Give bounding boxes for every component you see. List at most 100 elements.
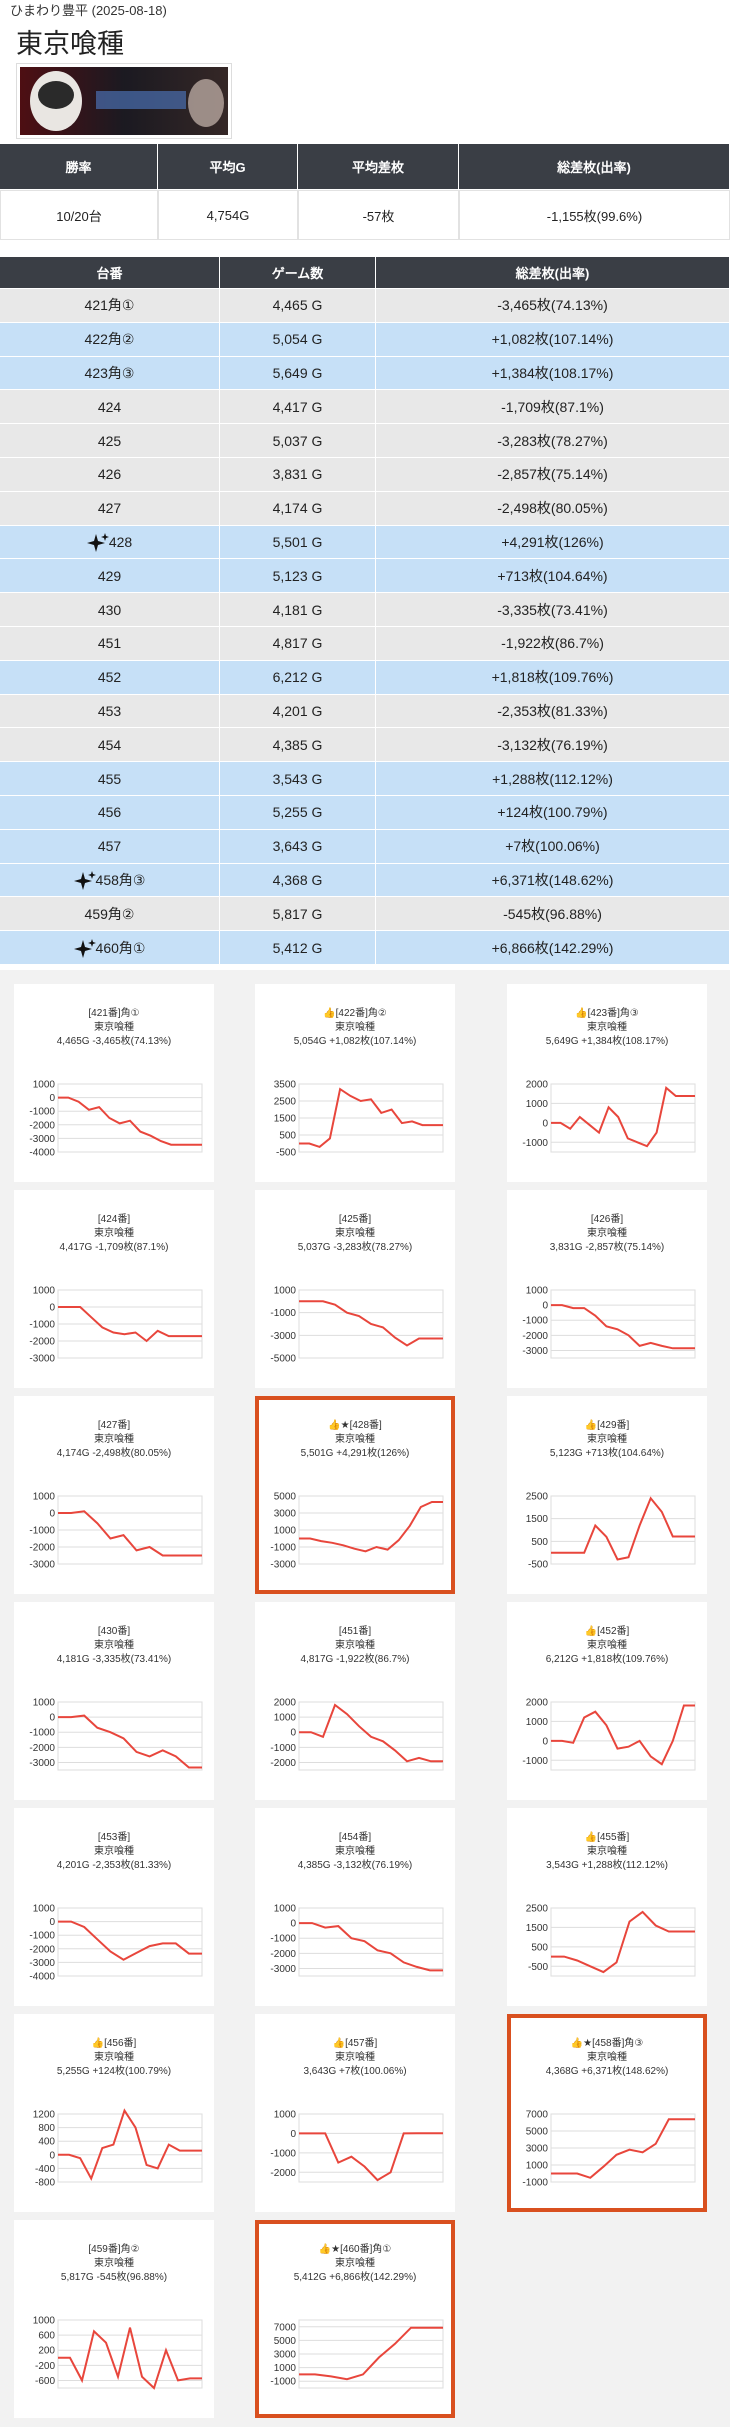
table-cell: 4,385 G <box>220 728 376 763</box>
table-cell: 3,543 G <box>220 762 376 796</box>
graph-label: 👍[422番]角② <box>323 1006 387 1019</box>
y-tick-label: -3000 <box>29 1354 55 1365</box>
graph-label: 東京喰種 <box>335 1638 375 1651</box>
table-cell: -3,465枚(74.13%) <box>376 289 730 323</box>
y-tick-label: 3000 <box>274 2350 297 2361</box>
y-tick-label: 1000 <box>274 1526 297 1537</box>
cell-text: 5,501 G <box>272 533 323 550</box>
y-tick-label: -400 <box>35 2164 55 2175</box>
graph-label: 東京喰種 <box>587 2050 627 2063</box>
graph-card: 👍[423番]角③ 東京喰種 5,649G +1,384枚(108.17%) 2000… <box>507 984 707 1182</box>
graph-line <box>299 1922 443 1972</box>
y-tick-label: 800 <box>38 2123 55 2134</box>
y-tick-label: -2000 <box>270 1758 296 1769</box>
shop-name: ひまわり豊平 (2025-08-18) <box>10 3 167 18</box>
table-cell: 4,817 G <box>220 627 376 661</box>
table-cell: 455 <box>0 762 220 796</box>
sparkle-icon <box>73 938 96 958</box>
table-cell: 5,123 G <box>220 559 376 594</box>
table-cell: -3,335枚(73.41%) <box>376 593 730 627</box>
graph-line <box>299 1087 443 1149</box>
table-cell: 5,412 G <box>220 931 376 965</box>
graph-line <box>58 1714 202 1769</box>
table-cell: 429 <box>0 559 220 594</box>
graph-line <box>58 2108 202 2182</box>
cell-text: 4,201 G <box>272 702 323 719</box>
y-tick-label: 0 <box>49 1917 55 1928</box>
cell-text: 3,643 G <box>272 838 323 855</box>
y-tick-label: 2000 <box>526 1698 549 1709</box>
y-tick-label: -800 <box>35 2178 55 2189</box>
cell-text: 4,181 G <box>272 601 323 618</box>
cell-text: 452 <box>97 669 122 686</box>
y-tick-label: 1000 <box>33 1904 56 1915</box>
cell-text: +1,082枚(107.14%) <box>491 331 614 348</box>
y-tick-label: 1000 <box>274 2363 297 2374</box>
cell-text: 4,417 G <box>272 398 323 415</box>
graph-card: [459番]角② 東京喰種 5,817G -545枚(96.88%) 1000 600 2… <box>14 2220 214 2418</box>
plot-area <box>298 2113 444 2183</box>
y-tick-label: -3000 <box>270 1964 296 1975</box>
table-cell: -2,498枚(80.05%) <box>376 491 730 526</box>
table-cell: 5,054 G <box>220 322 376 357</box>
y-tick-label: 5000 <box>274 2336 297 2347</box>
graph-card: [426番] 東京喰種 3,831G -2,857枚(75.14%) 1000 0 -10… <box>507 1190 707 1388</box>
graph-card: 👍[457番] 東京喰種 3,643G +7枚(100.06%) 1000 0 -1000… <box>255 2014 455 2212</box>
page-title: 東京喰種 <box>16 29 124 59</box>
y-tick-label: 0 <box>49 1713 55 1724</box>
graph-label: 東京喰種 <box>94 1020 134 1033</box>
cell-text: -2,353枚(81.33%) <box>497 702 608 719</box>
y-tick-label: -1000 <box>29 1320 55 1331</box>
y-tick-label: 7000 <box>274 2322 297 2333</box>
table-cell: 430 <box>0 593 220 627</box>
graph-label: 5,037G -3,283枚(78.27%) <box>298 1240 413 1253</box>
graph-label: 3,831G -2,857枚(75.14%) <box>550 1240 665 1253</box>
table-cell: 6,212 G <box>220 660 376 695</box>
table-cell: 421角① <box>0 289 220 323</box>
y-tick-label: 1000 <box>526 2161 549 2172</box>
graph-label: 5,255G +124枚(100.79%) <box>57 2064 171 2077</box>
y-tick-label: 400 <box>38 2137 55 2148</box>
table-cell: 3,643 G <box>220 829 376 864</box>
cell-text: -1,709枚(87.1%) <box>501 398 604 415</box>
y-tick-label: 0 <box>49 1509 55 1520</box>
cell-text: -2,857枚(75.14%) <box>497 466 608 483</box>
cell-text: -1,922枚(86.7%) <box>501 635 604 652</box>
y-tick-label: 0 <box>290 1728 296 1739</box>
table-header: 総差枚(出率) <box>376 257 730 289</box>
graph-label: 東京喰種 <box>94 1226 134 1239</box>
table-cell: 4,465 G <box>220 289 376 323</box>
table-cell: 5,037 G <box>220 424 376 458</box>
y-tick-label: -1000 <box>522 1316 548 1327</box>
y-tick-label: -1000 <box>29 1931 55 1942</box>
y-tick-label: 1000 <box>33 1286 56 1297</box>
graph-label: [459番]角② <box>88 2242 139 2255</box>
table-cell: 453 <box>0 694 220 729</box>
graph-label: 5,123G +713枚(104.64%) <box>550 1446 664 1459</box>
graph-card: [427番] 東京喰種 4,174G -2,498枚(80.05%) 1000 0 -10… <box>14 1396 214 1594</box>
graph-card: 👍★[458番]角③ 東京喰種 4,368G +6,371枚(148.62%) 700… <box>507 2014 707 2212</box>
y-tick-label: 5000 <box>526 2127 549 2138</box>
y-tick-label: -2000 <box>29 1743 55 1754</box>
graph-label: [427番] <box>98 1419 130 1431</box>
graph-card: 👍★[428番] 東京喰種 5,501G +4,291枚(126%) 5000 3000… <box>255 1396 455 1594</box>
y-tick-label: -4000 <box>29 1148 55 1159</box>
graph-label: 3,643G +7枚(100.06%) <box>303 2064 406 2077</box>
table-header: 台番 <box>0 257 220 289</box>
graph-card: 👍[456番] 東京喰種 5,255G +124枚(100.79%) 1200 800 4… <box>14 2014 214 2212</box>
y-tick-label: -2000 <box>29 1944 55 1955</box>
graph-label: 4,368G +6,371枚(148.62%) <box>546 2064 669 2077</box>
sparkle-icon <box>86 532 109 552</box>
table-cell: 460角① <box>0 931 220 965</box>
graph-label: 👍[452番] <box>585 1624 630 1637</box>
graph-label: 5,649G +1,384枚(108.17%) <box>546 1034 669 1047</box>
graph-label: 4,201G -2,353枚(81.33%) <box>57 1858 172 1871</box>
graph-label: 東京喰種 <box>94 2050 134 2063</box>
graph-line <box>299 2326 443 2381</box>
cell-text: 5,123 G <box>272 567 323 584</box>
graph-label: 👍[456番] <box>92 2036 137 2049</box>
graph-line <box>58 1510 202 1557</box>
